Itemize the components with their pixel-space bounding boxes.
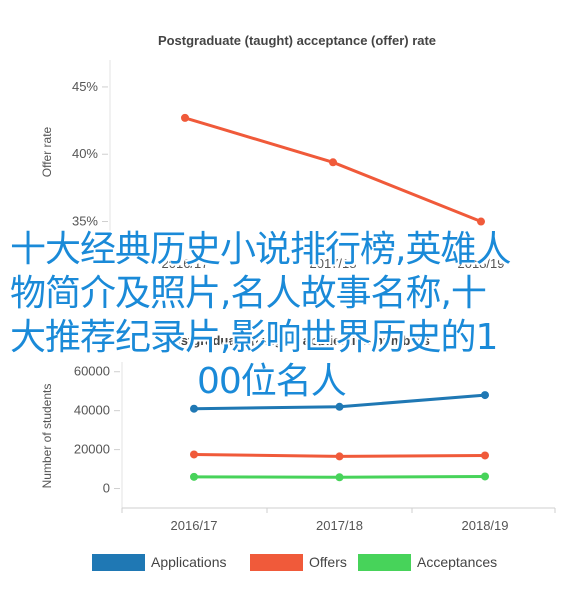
chart2-data-point xyxy=(481,472,489,481)
chart1-y-tick-label: 45% xyxy=(72,79,98,94)
chart1-series-line-1 xyxy=(184,116,482,223)
chart2-data-point xyxy=(481,391,489,400)
chart2-x-tick-label: 2018/19 xyxy=(462,518,509,533)
chart2-legend: Applications Offers Acceptances xyxy=(92,554,497,571)
chart2-y-tick-label: 60000 xyxy=(74,364,110,379)
chart1-data-point xyxy=(329,158,337,167)
chart2-data-point xyxy=(481,451,489,460)
overlay-line-1: 十大经典历史小说排行榜,英雄人 xyxy=(10,229,511,270)
legend-label-3: Acceptances xyxy=(417,554,497,570)
chart2-data-point xyxy=(190,472,198,481)
legend-label-2: Offers xyxy=(309,554,347,570)
chart1-x-tick-label: 2017/18 xyxy=(310,256,357,271)
chart1-title: Postgraduate (taught) acceptance (offer)… xyxy=(158,33,436,48)
chart1-x-tick-label: 2018/19 xyxy=(458,256,505,271)
chart2-series xyxy=(190,391,489,482)
overlay-caption: 十大经典历史小说排行榜,英雄人 物简介及照片,名人故事名称,十 大推荐纪录片,影… xyxy=(10,228,550,404)
chart1-data-point xyxy=(477,217,485,226)
chart2-y-axis-label: Number of students xyxy=(40,384,54,489)
chart2-data-point xyxy=(335,473,344,482)
chart2-y-tick-label: 20000 xyxy=(74,442,110,457)
chart1-y-axis-label: Offer rate xyxy=(40,126,54,177)
chart1-data-point xyxy=(181,113,189,122)
chart2-data-point xyxy=(335,402,344,411)
chart2-y-ticks: 0 20000 40000 60000 xyxy=(74,364,120,496)
legend-swatch-3 xyxy=(358,554,411,571)
overlay-line-4: 00位名人 xyxy=(197,361,347,402)
chart2-title: Postgraduate (taught) application number… xyxy=(164,333,430,348)
chart1-series xyxy=(181,113,485,226)
chart2-y-tick-label: 0 xyxy=(103,481,110,496)
legend-label-1: Applications xyxy=(151,554,227,570)
chart2-data-point xyxy=(335,452,344,461)
overlay-line-2: 物简介及照片,名人故事名称,十 xyxy=(10,273,487,314)
chart1-y-tick-label: 35% xyxy=(72,214,98,229)
chart1-y-tick-label: 40% xyxy=(72,146,98,161)
chart2-x-tick-label: 2017/18 xyxy=(316,518,363,533)
chart1-y-ticks: 35% 40% 45% xyxy=(72,79,108,229)
chart2-x-ticks: 2016/17 2017/18 2018/19 xyxy=(121,508,556,533)
chart2-data-point xyxy=(190,450,198,459)
chart2-data-point xyxy=(190,404,198,413)
chart2-y-tick-label: 40000 xyxy=(74,403,110,418)
chart-application-numbers: Postgraduate (taught) application number… xyxy=(40,333,556,571)
legend-swatch-1 xyxy=(92,554,145,571)
chart2-x-tick-label: 2016/17 xyxy=(171,518,218,533)
chart-offer-rate: Postgraduate (taught) acceptance (offer)… xyxy=(40,33,505,271)
chart1-x-ticks: 2016/17 2017/18 2018/19 xyxy=(162,256,505,271)
legend-swatch-2 xyxy=(250,554,303,571)
overlay-line-3: 大推荐纪录片,影响世界历史的1 xyxy=(10,317,498,358)
chart1-x-tick-label: 2016/17 xyxy=(162,256,209,271)
